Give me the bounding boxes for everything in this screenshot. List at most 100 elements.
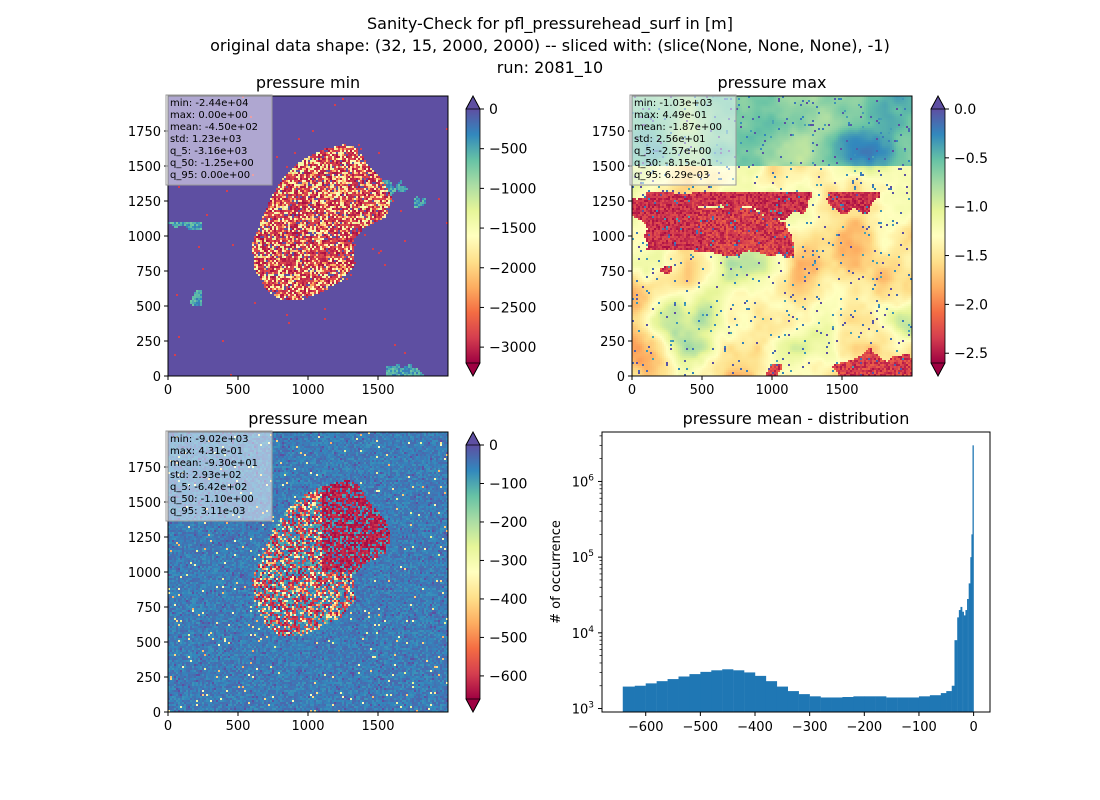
histogram-bar [820,697,832,712]
y-tick-label: 0 [617,370,625,385]
histogram-bar [711,670,723,712]
histogram-bar [700,671,712,712]
y-tick-label: 1000 [128,566,161,581]
y-tick-label: 500 [136,300,161,315]
y-axis-label: # of occurrence [549,520,564,624]
histogram-bar [918,696,931,712]
y-tick-label: 250 [136,335,161,350]
stats-box [165,430,273,522]
colorbar [931,109,945,363]
heatmap-panel-2: pressure max 0 500 1000 1500 0 250 500 750 1000 12… [592,73,988,398]
histogram-bar [929,695,942,712]
histogram-bar [960,606,963,712]
x-tick-label: 0 [628,383,636,398]
stats-line: mean: -1.87e+00 [634,122,722,133]
colorbar-extend-top [930,95,946,110]
plot-area [602,432,990,712]
histogram-bar [755,675,767,712]
histogram-bar [875,696,887,712]
figure-title-line-2: original data shape: (32, 15, 2000, 2000… [210,36,890,55]
colorbar-extend-bottom [465,698,481,713]
colorbar-tick-label: −3000 [489,340,536,356]
x-tick-label: 0 [164,719,172,734]
x-tick-label: 500 [226,719,251,734]
colorbar [466,445,480,699]
x-tick-label: 1500 [361,383,394,398]
colorbar-tick-label: 0 [489,102,498,118]
colorbar-extend-top [465,95,481,110]
x-tick-label: −100 [901,720,937,735]
histogram-bar [733,670,745,712]
panel-title: pressure mean [248,409,368,428]
stats-line: std: 2.93e+02 [170,470,242,481]
histogram-bar [908,697,920,712]
x-tick-label: 500 [226,383,251,398]
histogram-bar [831,697,843,712]
histogram-bar [678,676,690,712]
stats-line: max: 0.00e+00 [170,110,248,121]
histogram-bar [946,691,952,712]
stats-line: q_50: -8.15e-01 [634,158,713,169]
histogram-bar [957,617,960,712]
colorbar-outline [465,95,481,377]
x-tick-label: 1500 [825,383,858,398]
colorbar-tick-label: −1500 [489,221,536,237]
figure-title-line-3: run: 2081_10 [496,58,604,77]
colorbar-tick-label: −200 [489,515,527,531]
stats-line: q_95: 6.29e-03 [634,170,709,181]
colorbar-tick-label: −600 [489,669,527,685]
colorbar-tick-label: −2500 [489,300,536,316]
histogram-bar [951,685,955,712]
colorbar-tick-label: −500 [489,142,527,158]
histogram-bar [798,694,810,712]
histogram-bar [667,679,679,712]
y-tick-label: 105 [572,549,594,566]
colorbar-tick-label: −2.5 [954,346,988,362]
histogram-bar [967,598,969,712]
y-tick-label: 1500 [128,496,161,511]
stats-line: q_95: 0.00e+00 [170,170,250,181]
panel-title: pressure mean - distribution [683,409,910,428]
histogram-bar [972,445,974,712]
y-tick-label: 1500 [128,160,161,175]
x-tick-label: 0 [164,383,172,398]
histogram-bar [722,669,734,712]
y-tick-label: 104 [572,625,595,642]
y-tick-label: 500 [600,300,625,315]
y-tick-label: 0 [153,370,161,385]
stats-line: mean: -4.50e+02 [170,122,258,133]
colorbar-extend-top [465,431,481,446]
stats-box [165,94,273,186]
histogram-bar [776,686,789,712]
histogram-bar [809,696,821,712]
stats-box [629,94,737,186]
histogram-bar [645,683,657,712]
histogram-bar [971,534,973,712]
histogram-panel: pressure mean - distribution −600 −500 −400… [549,409,991,735]
x-tick-label: 1500 [361,719,394,734]
histogram-bar [897,697,909,712]
y-tick-label: 1750 [592,125,625,140]
y-tick-label: 500 [136,636,161,651]
stats-line: q_50: -1.25e+00 [170,158,254,169]
heatmap-panel-3: pressure mean 0 500 1000 1500 0 250 500 750 1000 1… [128,409,528,734]
histogram-bar [963,615,966,712]
y-tick-label: 106 [572,473,595,490]
stats-line: min: -2.44e+04 [170,98,249,109]
stats-line: q_95: 3.11e-03 [170,506,245,517]
y-tick-label: 250 [136,671,161,686]
stats-line: std: 2.56e+01 [634,134,706,145]
colorbar-outline [465,431,481,713]
axes-frame [601,431,991,713]
histogram-bar [962,611,964,712]
y-tick-label: 103 [572,701,594,718]
figure-title-line-1: Sanity-Check for pfl_pressurehead_surf i… [367,14,733,33]
y-tick-label: 750 [136,601,161,616]
y-tick-label: 750 [136,265,161,280]
stats-line: max: 4.49e-01 [634,110,707,121]
histogram-bar [842,697,854,712]
colorbar-tick-label: −300 [489,553,527,569]
x-tick-label: −300 [792,720,828,735]
y-tick-label: 1750 [128,461,161,476]
